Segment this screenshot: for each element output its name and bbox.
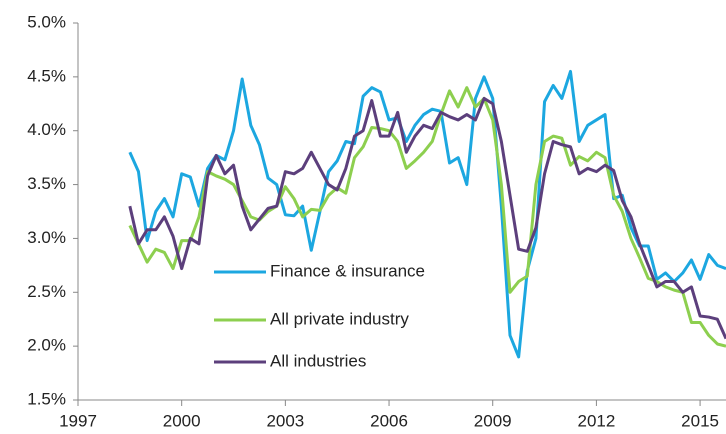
x-tick-label: 2012 [577, 411, 615, 430]
x-tick-label: 1997 [59, 411, 97, 430]
legend-label: All private industry [270, 309, 409, 328]
y-tick-label: 3.5% [27, 174, 66, 193]
x-tick-label: 2003 [266, 411, 304, 430]
y-tick-label: 5.0% [27, 12, 66, 31]
series-line [128, 69, 726, 359]
x-tick-label: 2009 [474, 411, 512, 430]
y-tick-label: 2.0% [27, 336, 66, 355]
y-tick-label: 1.5% [27, 389, 66, 408]
x-tick-label: 2015 [681, 411, 719, 430]
legend-label: Finance & insurance [270, 261, 425, 280]
y-tick-label: 2.5% [27, 282, 66, 301]
series-line [128, 86, 726, 348]
y-tick-label: 3.0% [27, 228, 66, 247]
series-line [128, 96, 726, 340]
x-tick-label: 2006 [370, 411, 408, 430]
x-tick-label: 2000 [163, 411, 201, 430]
legend-label: All industries [270, 351, 366, 370]
y-tick-label: 4.5% [27, 66, 66, 85]
y-tick-label: 4.0% [27, 120, 66, 139]
